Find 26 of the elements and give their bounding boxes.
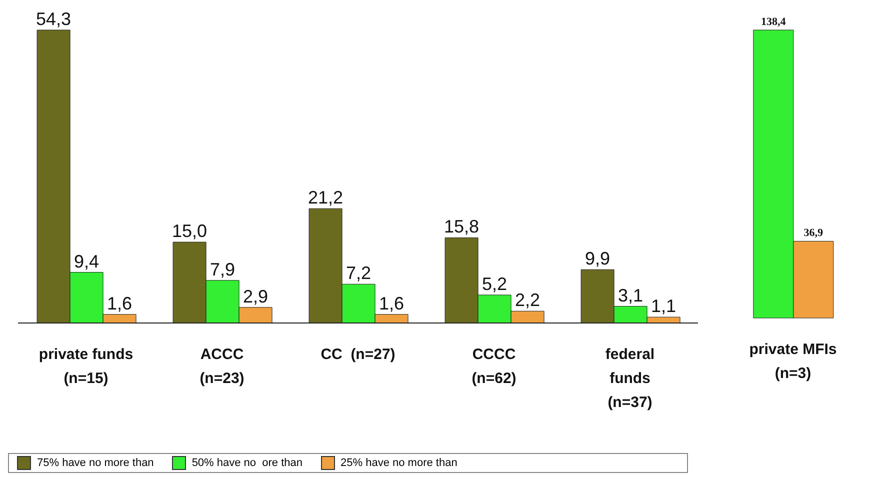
legend-label: 25% have no more than — [340, 457, 458, 469]
x-tick-label: private MFIs (n=3) — [749, 341, 837, 382]
data-label: 3,1 — [618, 285, 644, 306]
x-tick-label: ACCC (n=23) — [200, 346, 244, 387]
data-label: 9,4 — [74, 251, 100, 272]
data-label: 138,4 — [761, 16, 786, 28]
legend-label: 75% have no more than — [37, 457, 154, 469]
data-label: 2,2 — [515, 290, 540, 310]
legend-label: 50% have no ore than — [192, 457, 303, 469]
x-tick-label: CCCC (n=62) — [472, 346, 516, 387]
x-tick-label: private funds (n=15) — [38, 346, 134, 387]
data-label: 7,2 — [346, 263, 372, 284]
x-tick-label: federal funds (n=37) — [605, 346, 655, 411]
data-label: 2,9 — [243, 286, 268, 306]
data-label: 1,1 — [651, 296, 676, 316]
x-tick-label: CC (n=27) — [320, 346, 396, 363]
data-label: 21,2 — [308, 188, 344, 208]
data-label: 7,9 — [210, 259, 236, 280]
data-label: 15,0 — [172, 221, 208, 242]
data-label: 36,9 — [804, 227, 824, 240]
data-label: 1,6 — [379, 293, 404, 314]
data-label: 9,9 — [585, 248, 610, 269]
data-label: 5,2 — [482, 274, 508, 294]
data-label: 54,3 — [36, 9, 72, 29]
data-label: 15,8 — [444, 216, 480, 237]
data-label: 1,6 — [107, 293, 132, 314]
